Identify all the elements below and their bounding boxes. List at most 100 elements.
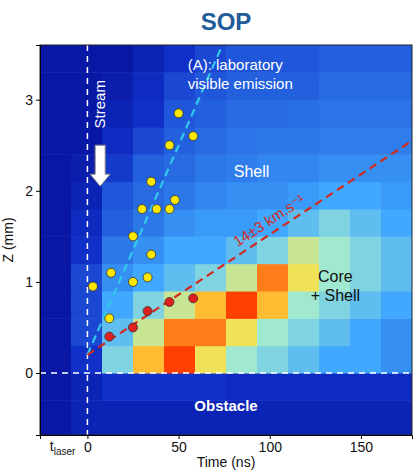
heatmap-cell — [350, 373, 382, 401]
heatmap-cell — [226, 264, 258, 292]
heatmap-cell — [133, 400, 165, 435]
heatmap-cell — [71, 182, 103, 210]
point — [143, 273, 152, 282]
heatmap-cell — [195, 318, 227, 346]
heatmap-cell — [133, 72, 165, 100]
heatmap-cell — [350, 318, 382, 346]
heatmap-cell — [350, 45, 382, 73]
heatmap-cell — [71, 236, 103, 264]
heatmap-cell — [288, 100, 320, 128]
point — [152, 205, 161, 214]
heatmap-cell — [40, 291, 72, 319]
stream-label: Stream — [91, 80, 108, 128]
reference-line — [40, 372, 412, 374]
heatmap-cell — [195, 182, 227, 210]
reference-line — [87, 45, 89, 435]
heatmap-cell — [257, 100, 289, 128]
heatmap-cell — [381, 182, 412, 210]
heatmap-cell — [102, 45, 134, 73]
point — [129, 277, 138, 286]
point — [147, 250, 156, 259]
y-tick-mark — [36, 282, 40, 283]
heatmap-cell — [381, 236, 412, 264]
scatter-series — [105, 294, 198, 341]
heatmap-cell — [226, 100, 258, 128]
x-tick-label: 0 — [84, 439, 92, 455]
point — [165, 141, 174, 150]
heatmap-cell — [288, 127, 320, 155]
heatmap-cell — [164, 400, 196, 435]
x-tick: 100 — [259, 435, 283, 455]
heatmap-cell — [381, 209, 412, 237]
plot-area — [40, 45, 412, 435]
x-tick-label: 150 — [350, 439, 374, 455]
heatmap-cell — [257, 127, 289, 155]
point — [143, 307, 152, 316]
heatmap-cell — [257, 346, 289, 374]
heatmap-cell — [226, 291, 258, 319]
heatmap-cell — [133, 127, 165, 155]
heatmap-cell — [40, 400, 72, 435]
heatmap-cell — [350, 127, 382, 155]
x-axis: 0 50 100 150 — [41, 435, 413, 455]
point — [165, 205, 174, 214]
heatmap-cell — [102, 346, 134, 374]
heatmap-cell — [40, 154, 72, 182]
heatmap-cell — [381, 318, 412, 346]
heatmap-cell — [350, 236, 382, 264]
heatmap-cell — [102, 127, 134, 155]
heatmap-cell — [381, 373, 412, 401]
panel-label: visible emission — [188, 75, 293, 92]
point — [88, 282, 97, 291]
y-tick-label: 0 — [25, 365, 33, 381]
x-tick: 150 — [350, 435, 374, 455]
heatmap-cell — [195, 264, 227, 292]
heatmap-cell — [40, 318, 72, 346]
point — [105, 332, 114, 341]
point — [189, 294, 198, 303]
heatmap-cell — [133, 100, 165, 128]
heatmap-cell — [226, 182, 258, 210]
heatmap-cell — [319, 154, 351, 182]
heatmap-cell — [350, 100, 382, 128]
heatmap-cell — [350, 400, 382, 435]
heatmap-cell — [40, 100, 72, 128]
y-tick-mark — [36, 373, 40, 374]
point — [189, 132, 198, 141]
heatmap-cell — [102, 209, 134, 237]
heatmap-cell — [195, 209, 227, 237]
heatmap-cell — [40, 45, 72, 73]
heatmap-cell — [319, 400, 351, 435]
core-shell-label: Core — [318, 268, 353, 285]
heatmap-cell — [350, 72, 382, 100]
heatmap-cell — [71, 400, 103, 435]
heatmap-cell — [350, 346, 382, 374]
heatmap-cell — [133, 291, 165, 319]
heatmap-cell — [164, 373, 196, 401]
point — [147, 177, 156, 186]
chart: 0501001500123SOPTime (ns)Z (mm)tlaser(A)… — [0, 0, 419, 473]
heatmap-cell — [319, 182, 351, 210]
y-tick: 1 — [25, 274, 40, 290]
heatmap-cell — [40, 72, 72, 100]
heatmap-cell — [350, 154, 382, 182]
heatmap — [40, 45, 412, 435]
heatmap-cell — [195, 236, 227, 264]
heatmap-cell — [164, 154, 196, 182]
heatmap-cell — [164, 100, 196, 128]
heatmap-cell — [133, 264, 165, 292]
heatmap-cell — [40, 209, 72, 237]
heatmap-cell — [288, 346, 320, 374]
t-laser-sub: laser — [54, 446, 76, 457]
heatmap-cell — [102, 182, 134, 210]
heatmap-cell — [381, 291, 412, 319]
heatmap-cell — [164, 127, 196, 155]
heatmap-cell — [288, 45, 320, 73]
y-tick-label: 3 — [25, 92, 33, 108]
line-series — [87, 141, 412, 355]
x-tick: 50 — [171, 435, 187, 455]
heatmap-cell — [257, 400, 289, 435]
heatmap-cell — [319, 45, 351, 73]
heatmap-cell — [102, 236, 134, 264]
heatmap-cell — [319, 209, 351, 237]
